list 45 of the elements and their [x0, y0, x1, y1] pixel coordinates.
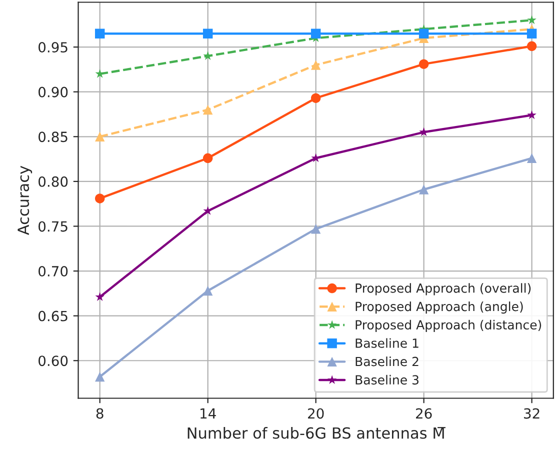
y-axis-title: Accuracy — [18, 166, 32, 236]
point — [94, 372, 105, 382]
legend-label: Proposed Approach (angle) — [356, 302, 523, 314]
x-tick-label: 32 — [524, 408, 540, 419]
x-tick-label: 26 — [416, 408, 432, 419]
point — [202, 104, 213, 115]
y-tick-label: 0.75 — [38, 221, 68, 232]
point — [526, 41, 537, 52]
point — [418, 184, 429, 194]
point — [94, 194, 105, 204]
point — [310, 93, 321, 103]
point — [202, 28, 213, 38]
point — [95, 292, 104, 301]
legend-label: Baseline 2 — [356, 356, 418, 366]
point — [203, 206, 212, 215]
point — [310, 224, 321, 234]
point — [527, 15, 536, 24]
point — [310, 28, 321, 38]
legend-label: Baseline 3 — [356, 374, 418, 385]
point — [94, 28, 105, 38]
y-tick-label: 0.65 — [38, 310, 68, 322]
x-tick-label: 14 — [200, 408, 216, 419]
point — [203, 51, 212, 60]
y-tick-label: 0.90 — [38, 86, 68, 98]
y-tick-label: 0.70 — [38, 266, 68, 276]
x-tick-label: 20 — [308, 408, 324, 419]
point — [418, 59, 429, 69]
point — [310, 60, 321, 70]
point — [526, 153, 537, 164]
point — [95, 69, 104, 78]
x-tick-label: 8 — [96, 408, 104, 419]
y-tick-label: 0.95 — [38, 42, 68, 53]
point — [527, 110, 536, 120]
legend-label: Proposed Approach (distance) — [356, 320, 542, 332]
y-tick-label: 0.60 — [38, 356, 68, 366]
legend-label: Proposed Approach (overall) — [356, 283, 531, 296]
y-tick-label: 0.85 — [38, 132, 68, 142]
legend-label: Baseline 1 — [356, 338, 418, 348]
point — [202, 153, 213, 164]
point — [202, 286, 213, 296]
point — [418, 28, 429, 38]
point — [94, 132, 105, 142]
x-axis-title: Number of sub-6G BS antennas M̅ — [188, 426, 446, 439]
point — [526, 28, 537, 38]
y-tick-label: 0.80 — [38, 176, 68, 187]
